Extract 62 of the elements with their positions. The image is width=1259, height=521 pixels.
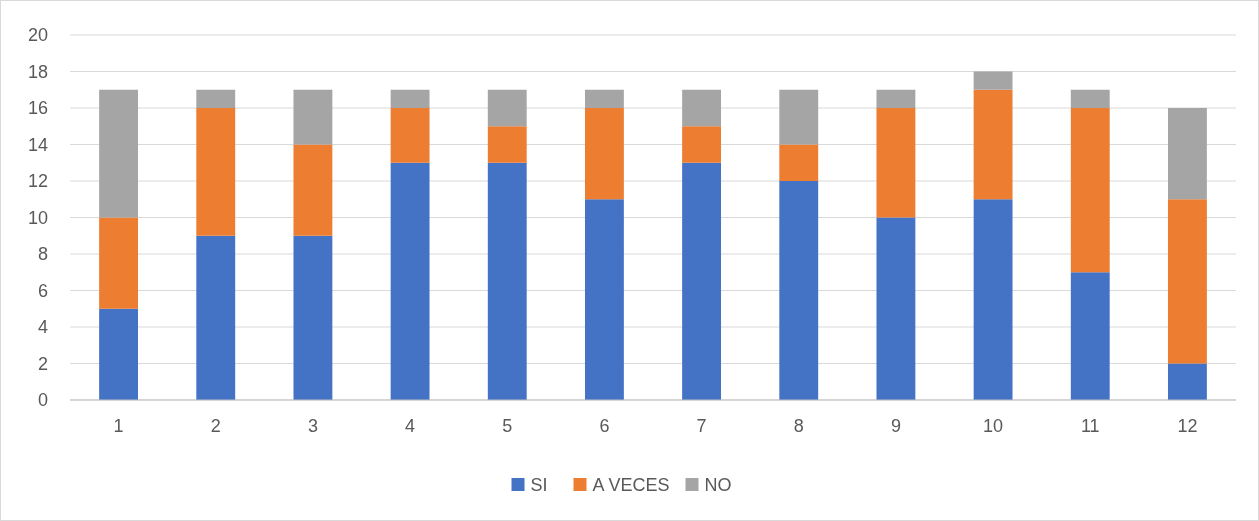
x-tick-label: 1 [113, 416, 124, 436]
bar [487, 126, 527, 163]
x-tick-label: 9 [890, 416, 901, 436]
bar [196, 235, 236, 400]
bar [1167, 199, 1207, 364]
y-tick-label: 16 [27, 98, 48, 119]
bar [876, 108, 916, 218]
y-tick-label: 20 [27, 25, 48, 46]
bar [973, 199, 1013, 400]
bar [487, 89, 527, 127]
legend-label: SI [530, 475, 548, 496]
bar [876, 217, 916, 400]
y-tick-label: 6 [37, 280, 48, 301]
bar [99, 308, 139, 400]
bar [1070, 272, 1110, 400]
bar [390, 108, 430, 163]
bar [196, 89, 236, 108]
x-tick-label: 2 [210, 416, 221, 436]
bar [293, 144, 333, 236]
bar [779, 89, 819, 145]
legend-label: NO [704, 475, 732, 496]
y-tick-label: 14 [27, 134, 48, 155]
bar [487, 162, 527, 400]
bar [584, 108, 624, 200]
y-tick-label: 8 [37, 244, 48, 265]
legend-label: A VECES [592, 475, 670, 496]
x-tick-label: 3 [307, 416, 318, 436]
bar [99, 89, 139, 218]
x-tick-label: 10 [983, 416, 1004, 436]
bar [196, 108, 236, 236]
bar [682, 162, 722, 400]
y-tick-label: 0 [37, 390, 48, 411]
bar [293, 235, 333, 400]
y-tick-label: 4 [37, 317, 48, 338]
bar [973, 71, 1013, 90]
y-tick-label: 12 [27, 171, 48, 192]
bar [584, 89, 624, 108]
x-tick-label: 7 [696, 416, 707, 436]
x-tick-label: 5 [502, 416, 513, 436]
bar [1070, 89, 1110, 108]
x-tick-label: 12 [1177, 416, 1198, 436]
bar [99, 217, 139, 309]
bar [876, 89, 916, 108]
bar [973, 89, 1013, 200]
bar [1167, 108, 1207, 200]
bar [584, 199, 624, 400]
bar [779, 181, 819, 400]
bar [779, 144, 819, 181]
x-tick-label: 6 [599, 416, 610, 436]
bar [390, 89, 430, 108]
y-tick-label: 10 [27, 207, 48, 228]
bar [293, 89, 333, 145]
bar [682, 89, 722, 127]
x-tick-label: 8 [793, 416, 804, 436]
bar [1167, 363, 1207, 400]
bar [390, 162, 430, 400]
x-tick-label: 4 [405, 416, 416, 436]
y-tick-label: 2 [37, 353, 48, 374]
y-tick-label: 18 [27, 61, 48, 82]
x-tick-label: 11 [1080, 416, 1100, 436]
bar [1070, 108, 1110, 273]
bar [682, 126, 722, 163]
